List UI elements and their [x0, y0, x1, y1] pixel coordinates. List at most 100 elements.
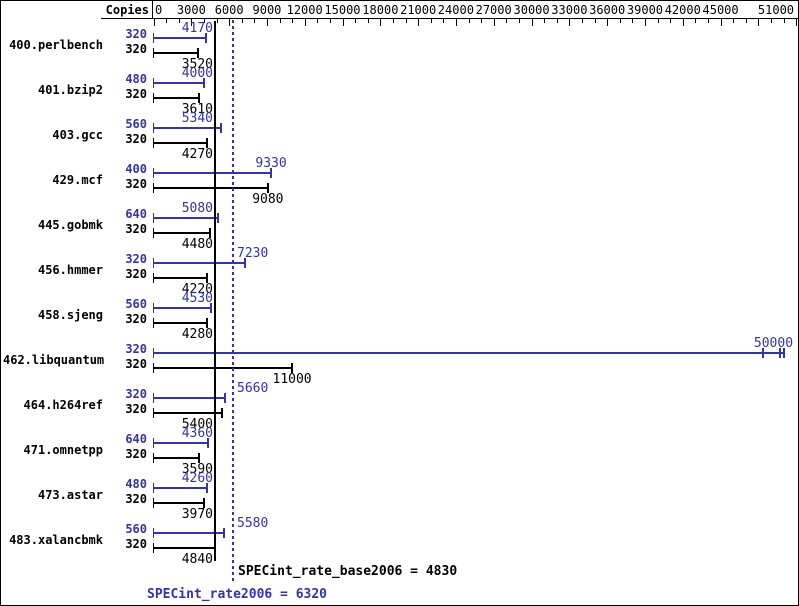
benchmark-name: 429.mcf	[52, 173, 103, 187]
base-bar-end-tick	[205, 273, 208, 283]
base-bar-start-tick	[153, 138, 154, 148]
header-divider-line	[152, 1, 153, 18]
base-bar-line	[153, 412, 222, 414]
base-copies-label: 320	[125, 492, 147, 506]
base-copies-label: 320	[125, 222, 147, 236]
peak-value-label: 5660	[237, 381, 269, 396]
peak-bar-line	[153, 442, 209, 444]
benchmark-name: 401.bzip2	[37, 83, 103, 97]
peak-bar-start-tick	[153, 213, 154, 223]
peak-copies-label: 480	[125, 72, 147, 86]
x-axis-minor-tick	[204, 19, 205, 23]
base-bar-line	[153, 142, 208, 144]
base-bar-line	[153, 367, 293, 369]
x-axis-minor-tick	[582, 19, 583, 23]
peak-value-label: 4170	[181, 21, 213, 36]
x-axis-minor-tick	[179, 19, 180, 23]
base-bar-start-tick	[153, 453, 154, 463]
base-copies-label: 320	[125, 537, 147, 551]
peak-bar-start-tick	[153, 393, 154, 403]
base-bar-end-tick	[206, 318, 209, 328]
x-axis-major-tick	[418, 19, 419, 26]
peak-value-label: 4530	[181, 291, 213, 306]
x-axis-minor-tick	[658, 19, 659, 23]
base-mean-label: SPECint_rate_base2006 = 4830	[238, 564, 458, 579]
peak-copies-label: 320	[125, 387, 147, 401]
base-value-label: 4280	[181, 327, 213, 342]
peak-copies-label: 320	[125, 27, 147, 41]
base-bar-start-tick	[153, 498, 154, 508]
peak-copies-label: 320	[125, 252, 147, 266]
peak-copies-label: 480	[125, 477, 147, 491]
base-bar-line	[153, 232, 210, 234]
peak-bar-run-tick	[778, 348, 781, 358]
x-axis-tick-label: 18000	[362, 3, 399, 17]
peak-bar-start-tick	[153, 348, 154, 358]
base-bar-line	[153, 547, 215, 549]
peak-bar-end-tick	[206, 483, 209, 493]
peak-value-label: 5340	[181, 111, 213, 126]
x-axis-tick-label: 30000	[513, 3, 550, 17]
x-axis-minor-tick	[469, 19, 470, 23]
peak-copies-label: 640	[125, 432, 147, 446]
base-bar-start-tick	[153, 183, 154, 193]
base-value-label: 11000	[272, 372, 312, 387]
peak-mean-label: SPECint_rate2006 = 6320	[147, 587, 328, 602]
base-copies-label: 320	[125, 402, 147, 416]
x-axis-minor-tick	[292, 19, 293, 23]
x-axis-major-tick	[532, 19, 533, 26]
header-rule-line	[101, 18, 798, 19]
x-axis-minor-tick	[217, 19, 218, 23]
x-axis-minor-tick	[708, 19, 709, 23]
peak-bar-line	[153, 127, 221, 129]
x-axis-tick-label: 6000	[214, 3, 244, 17]
x-axis-tick-label: 27000	[475, 3, 512, 17]
peak-copies-label: 640	[125, 207, 147, 221]
base-value-label: 3610	[181, 102, 213, 117]
x-axis-major-tick	[229, 19, 230, 26]
base-bar-end-tick	[291, 363, 294, 373]
x-axis-minor-tick	[368, 19, 369, 23]
x-axis-minor-tick	[557, 19, 558, 23]
peak-value-label: 7230	[237, 246, 269, 261]
x-axis-major-tick	[721, 19, 722, 26]
x-axis-minor-tick	[544, 19, 545, 23]
peak-bar-end-tick	[207, 438, 210, 448]
base-bar-end-tick	[220, 408, 223, 418]
base-value-label: 9080	[252, 192, 284, 207]
base-copies-label: 320	[125, 132, 147, 146]
base-value-label: 5400	[181, 417, 213, 432]
x-axis-tick-label: 9000	[252, 3, 282, 17]
peak-copies-label: 560	[125, 297, 147, 311]
peak-bar-line	[153, 172, 272, 174]
base-bar-line	[153, 187, 268, 189]
base-bar-line	[153, 97, 199, 99]
peak-bar-line	[153, 217, 218, 219]
x-axis-minor-tick	[431, 19, 432, 23]
peak-bar-line	[153, 262, 245, 264]
base-bar-start-tick	[153, 408, 154, 418]
x-axis-tick-label: 42000	[664, 3, 701, 17]
peak-copies-label: 560	[125, 117, 147, 131]
peak-bar-end-tick	[202, 78, 205, 88]
base-bar-start-tick	[153, 48, 154, 58]
base-copies-label: 320	[125, 357, 147, 371]
peak-bar-line	[153, 307, 211, 309]
x-axis-tick-label: 12000	[286, 3, 323, 17]
base-copies-label: 320	[125, 447, 147, 461]
base-bar-line	[153, 502, 204, 504]
x-axis-minor-tick	[242, 19, 243, 23]
peak-bar-start-tick	[153, 528, 154, 538]
base-bar-start-tick	[153, 228, 154, 238]
x-axis-major-tick	[456, 19, 457, 26]
peak-bar-end-tick	[782, 348, 785, 358]
base-bar-line	[153, 322, 208, 324]
x-axis-major-tick	[796, 19, 797, 26]
peak-bar-end-tick	[209, 303, 212, 313]
x-axis-tick-label: 45000	[702, 3, 739, 17]
x-axis-minor-tick	[506, 19, 507, 23]
base-bar-start-tick	[153, 318, 154, 328]
base-value-label: 3520	[181, 57, 213, 72]
base-mean-reference-line	[214, 21, 216, 561]
peak-value-label: 9330	[255, 156, 287, 171]
